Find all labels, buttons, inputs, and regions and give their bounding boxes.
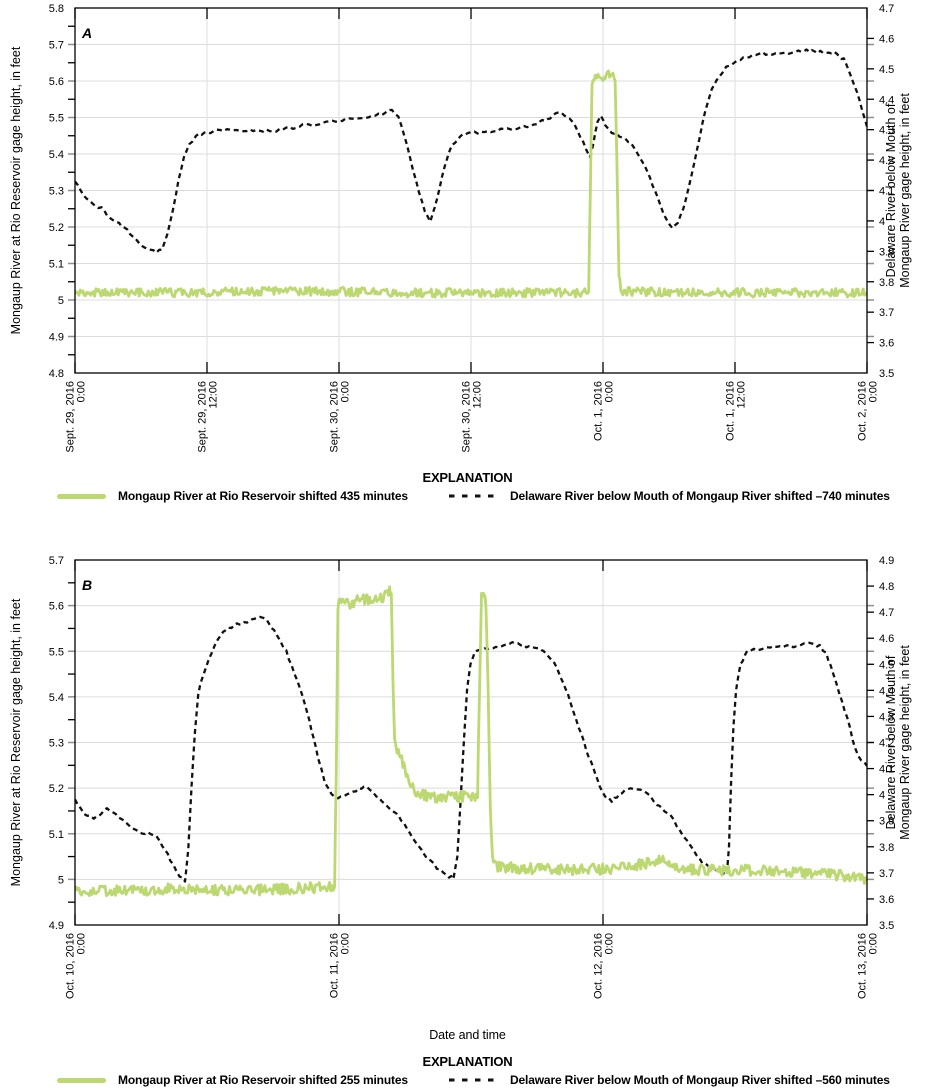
svg-text:Oct. 10, 2016: Oct. 10, 2016 <box>65 933 77 999</box>
svg-text:5.4: 5.4 <box>49 149 64 161</box>
svg-text:0:00: 0:00 <box>340 933 352 954</box>
svg-text:5: 5 <box>58 295 64 307</box>
svg-text:5: 5 <box>58 874 64 886</box>
legend-row-b: Mongaup River at Rio Reservoir shifted 2… <box>0 1073 935 1091</box>
svg-text:Oct. 12, 2016: Oct. 12, 2016 <box>593 933 605 999</box>
svg-text:3.7: 3.7 <box>879 868 894 880</box>
svg-text:4.4: 4.4 <box>879 94 894 106</box>
svg-text:0:00: 0:00 <box>868 381 880 402</box>
svg-text:3.5: 3.5 <box>879 368 894 380</box>
legend-line-solid-icon <box>57 1077 106 1083</box>
svg-text:Oct. 13, 2016: Oct. 13, 2016 <box>857 933 869 999</box>
legend-item-delaware-b: Delaware River below Mouth of Mongaup Ri… <box>448 1073 890 1087</box>
svg-text:0:00: 0:00 <box>340 381 352 402</box>
svg-text:Oct. 11, 2016: Oct. 11, 2016 <box>329 933 341 998</box>
legend-label-delaware-b: Delaware River below Mouth of Mongaup Ri… <box>510 1073 890 1087</box>
svg-text:0:00: 0:00 <box>868 933 880 954</box>
svg-text:5.3: 5.3 <box>49 738 64 750</box>
svg-text:Oct. 1, 2016: Oct. 1, 2016 <box>593 381 605 441</box>
svg-text:Mongaup River gage height, in: Mongaup River gage height, in feet <box>898 645 912 840</box>
svg-text:4.1: 4.1 <box>879 764 894 776</box>
svg-text:4.5: 4.5 <box>879 64 894 76</box>
svg-text:5.1: 5.1 <box>49 829 64 841</box>
svg-text:3.8: 3.8 <box>879 842 894 854</box>
svg-text:5.2: 5.2 <box>49 222 64 234</box>
svg-text:5.4: 5.4 <box>49 692 64 704</box>
svg-text:4.3: 4.3 <box>879 711 894 723</box>
legend-label-delaware-a: Delaware River below Mouth of Mongaup Ri… <box>510 489 890 503</box>
svg-text:0:00: 0:00 <box>604 381 616 402</box>
svg-text:3.7: 3.7 <box>879 307 894 319</box>
legend-line-solid-icon <box>57 493 106 499</box>
svg-text:4.2: 4.2 <box>879 155 894 167</box>
svg-text:5.7: 5.7 <box>49 555 64 567</box>
svg-text:Sept. 30, 2016: Sept. 30, 2016 <box>329 381 341 453</box>
svg-text:0:00: 0:00 <box>76 381 88 402</box>
svg-text:12:00: 12:00 <box>736 381 748 409</box>
svg-text:3.5: 3.5 <box>879 920 894 932</box>
svg-text:4.3: 4.3 <box>879 125 894 137</box>
legend-label-mongaup-b: Mongaup River at Rio Reservoir shifted 2… <box>118 1073 408 1087</box>
svg-text:Mongaup River gage height, in: Mongaup River gage height, in feet <box>898 93 912 288</box>
svg-text:4: 4 <box>879 216 885 228</box>
svg-text:4.7: 4.7 <box>879 607 894 619</box>
svg-text:5.7: 5.7 <box>49 40 64 52</box>
svg-text:4.2: 4.2 <box>879 738 894 750</box>
svg-text:4.6: 4.6 <box>879 33 894 45</box>
legend-item-delaware-a: Delaware River below Mouth of Mongaup Ri… <box>448 489 890 503</box>
svg-text:5.6: 5.6 <box>49 76 64 88</box>
legend-item-mongaup-a: Mongaup River at Rio Reservoir shifted 4… <box>57 489 408 503</box>
legend-label-mongaup-a: Mongaup River at Rio Reservoir shifted 4… <box>118 489 408 503</box>
svg-text:4.7: 4.7 <box>879 3 894 15</box>
svg-text:Delaware River below Mouth of: Delaware River below Mouth of <box>884 655 898 829</box>
x-axis-title: Date and time <box>429 1028 506 1042</box>
svg-text:4.8: 4.8 <box>879 581 894 593</box>
svg-text:5.3: 5.3 <box>49 186 64 198</box>
explanation-heading-a: EXPLANATION <box>422 470 513 485</box>
svg-text:4.4: 4.4 <box>879 685 894 697</box>
svg-text:12:00: 12:00 <box>208 381 220 409</box>
legend-line-dashed-icon <box>449 494 498 498</box>
svg-text:5.1: 5.1 <box>49 259 64 271</box>
svg-text:3.6: 3.6 <box>879 894 894 906</box>
svg-text:Mongaup River at Rio Reservoir: Mongaup River at Rio Reservoir gage heig… <box>9 46 23 334</box>
svg-text:5.8: 5.8 <box>49 3 64 15</box>
svg-text:4.8: 4.8 <box>49 368 64 380</box>
svg-text:4.6: 4.6 <box>879 633 894 645</box>
svg-text:Sept. 30, 2016: Sept. 30, 2016 <box>461 381 473 453</box>
legend-line-dashed-icon <box>449 1078 498 1082</box>
svg-text:Sept. 29, 2016: Sept. 29, 2016 <box>65 381 77 453</box>
chart-panel-b: Oct. 10, 2016 0:00 Oct. 11, 2016 0:00 Oct. 1… <box>9 555 912 999</box>
svg-text:Oct. 2, 2016: Oct. 2, 2016 <box>857 381 869 441</box>
svg-text:4: 4 <box>879 790 885 802</box>
svg-text:A: A <box>81 25 92 41</box>
legend-row-a: Mongaup River at Rio Reservoir shifted 4… <box>0 489 935 507</box>
svg-text:4.5: 4.5 <box>879 659 894 671</box>
svg-text:0:00: 0:00 <box>604 933 616 954</box>
svg-text:5.5: 5.5 <box>49 646 64 658</box>
svg-text:4.1: 4.1 <box>879 186 894 198</box>
chart-panel-a: Sept. 29, 2016 0:00 Sept. 29, 2016 12:00 Sep… <box>9 3 912 453</box>
svg-text:3.6: 3.6 <box>879 338 894 350</box>
svg-text:12:00: 12:00 <box>472 381 484 409</box>
svg-text:Sept. 29, 2016: Sept. 29, 2016 <box>197 381 209 453</box>
svg-text:3.9: 3.9 <box>879 246 894 258</box>
svg-text:4.9: 4.9 <box>879 555 894 567</box>
legend-item-mongaup-b: Mongaup River at Rio Reservoir shifted 2… <box>57 1073 408 1087</box>
svg-text:4.9: 4.9 <box>49 920 64 932</box>
svg-text:Delaware River below Mouth of: Delaware River below Mouth of <box>884 103 898 277</box>
svg-text:3.9: 3.9 <box>879 816 894 828</box>
svg-text:4.9: 4.9 <box>49 332 64 344</box>
svg-text:3.8: 3.8 <box>879 277 894 289</box>
svg-text:Mongaup River at Rio Reservoir: Mongaup River at Rio Reservoir gage heig… <box>9 598 23 886</box>
svg-text:5.2: 5.2 <box>49 783 64 795</box>
svg-text:Oct. 1, 2016: Oct. 1, 2016 <box>725 381 737 441</box>
svg-text:5.6: 5.6 <box>49 601 64 613</box>
svg-text:0:00: 0:00 <box>76 933 88 954</box>
svg-text:B: B <box>82 577 92 593</box>
svg-text:5.5: 5.5 <box>49 113 64 125</box>
explanation-heading-b: EXPLANATION <box>422 1054 513 1069</box>
